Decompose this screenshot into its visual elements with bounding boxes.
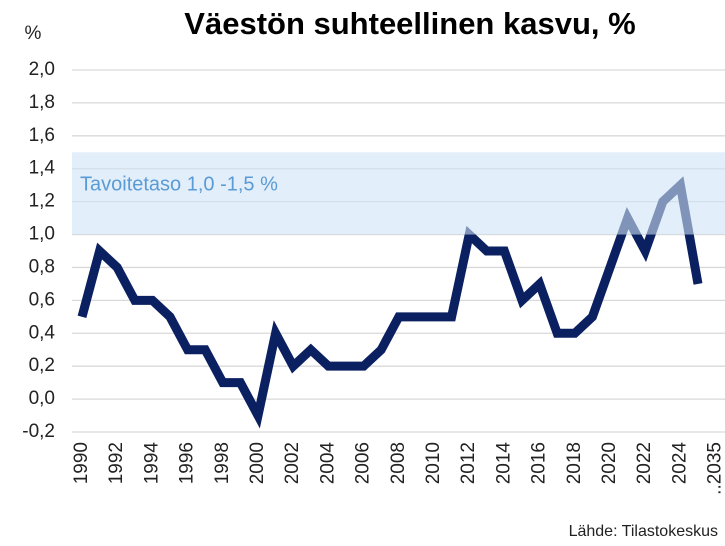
y-tick-label: 0,8 (29, 256, 55, 277)
x-tick-label: 1996 (177, 442, 198, 484)
y-tick-label: 1,0 (29, 224, 55, 245)
y-tick-label: 2,0 (29, 59, 55, 80)
x-tick-label: 2020 (599, 442, 620, 484)
x-tick-label: 1990 (71, 442, 92, 484)
y-axis-label: % (25, 23, 42, 44)
band-label: Tavoitetaso 1,0 -1,5 % (80, 173, 278, 195)
x-tick-label: 2002 (282, 442, 303, 484)
x-tick-label: 2016 (529, 442, 550, 484)
y-tick-label: 0,4 (29, 322, 56, 343)
x-tick-label: 2022 (634, 442, 655, 484)
y-tick-label: 0,2 (29, 355, 55, 376)
x-tick-label: 2014 (493, 442, 514, 485)
x-tick-label: 2008 (388, 442, 409, 484)
x-tick-label: 2006 (353, 442, 374, 484)
x-tick-label: 1992 (106, 442, 127, 484)
y-tick-label: 1,8 (29, 92, 55, 113)
chart-title: Väestön suhteellinen kasvu, % (184, 6, 635, 41)
y-tick-label: 1,4 (29, 158, 56, 179)
x-tick-label: 2018 (564, 442, 585, 484)
y-tick-label: 0,6 (29, 289, 55, 310)
y-tick-label: 1,2 (29, 191, 55, 212)
y-tick-label: 1,6 (29, 125, 55, 146)
x-tick-label: 2000 (247, 442, 268, 484)
x-tick-label: 1994 (141, 442, 162, 485)
x-tick-label: ..2035 (705, 442, 725, 495)
target-band (72, 152, 725, 235)
x-tick-label: 2010 (423, 442, 444, 484)
y-tick-label: -0,2 (22, 421, 55, 442)
y-tick-label: 0,0 (29, 388, 55, 409)
source: Lähde: Tilastokeskus (569, 523, 718, 540)
x-tick-label: 1998 (212, 442, 233, 484)
x-tick-label: 2012 (458, 442, 479, 484)
x-tick-label: 2004 (317, 442, 338, 485)
x-tick-label: 2024 (669, 442, 690, 485)
data-line (77, 176, 703, 429)
